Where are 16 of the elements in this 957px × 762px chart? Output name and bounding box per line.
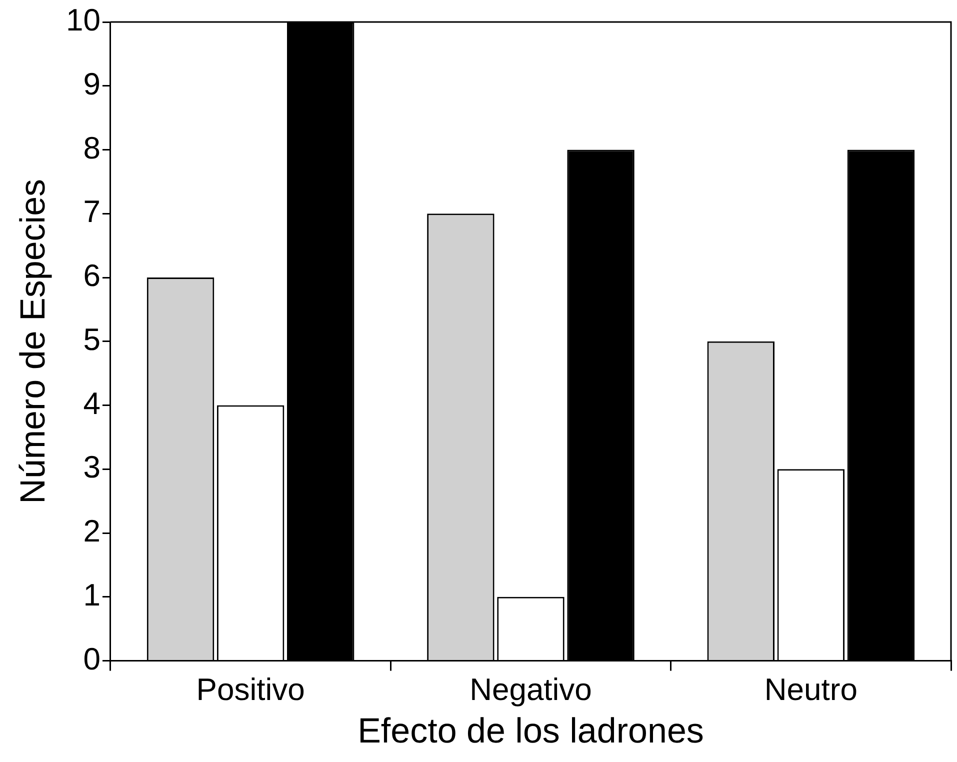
y-tick-label: 3 bbox=[83, 450, 100, 485]
y-tick-label: 6 bbox=[83, 258, 100, 294]
y-tick-label: 10 bbox=[66, 2, 100, 38]
y-tick-label: 8 bbox=[83, 130, 100, 166]
y-axis-title: Número de Especies bbox=[14, 178, 53, 504]
y-tick-label: 4 bbox=[83, 386, 100, 421]
y-tick-label: 9 bbox=[83, 66, 100, 102]
x-axis-title: Efecto de los ladrones bbox=[358, 712, 704, 751]
y-tick-label: 2 bbox=[83, 514, 100, 549]
x-tick-label: Neutro bbox=[764, 672, 858, 707]
y-tick-label: 5 bbox=[83, 322, 100, 357]
x-tick-label: Positivo bbox=[196, 672, 305, 707]
y-tick-label: 7 bbox=[83, 194, 100, 230]
y-tick-label: 0 bbox=[83, 641, 100, 676]
y-tick-label: 1 bbox=[83, 577, 100, 612]
x-tick-label: Negativo bbox=[470, 672, 592, 707]
